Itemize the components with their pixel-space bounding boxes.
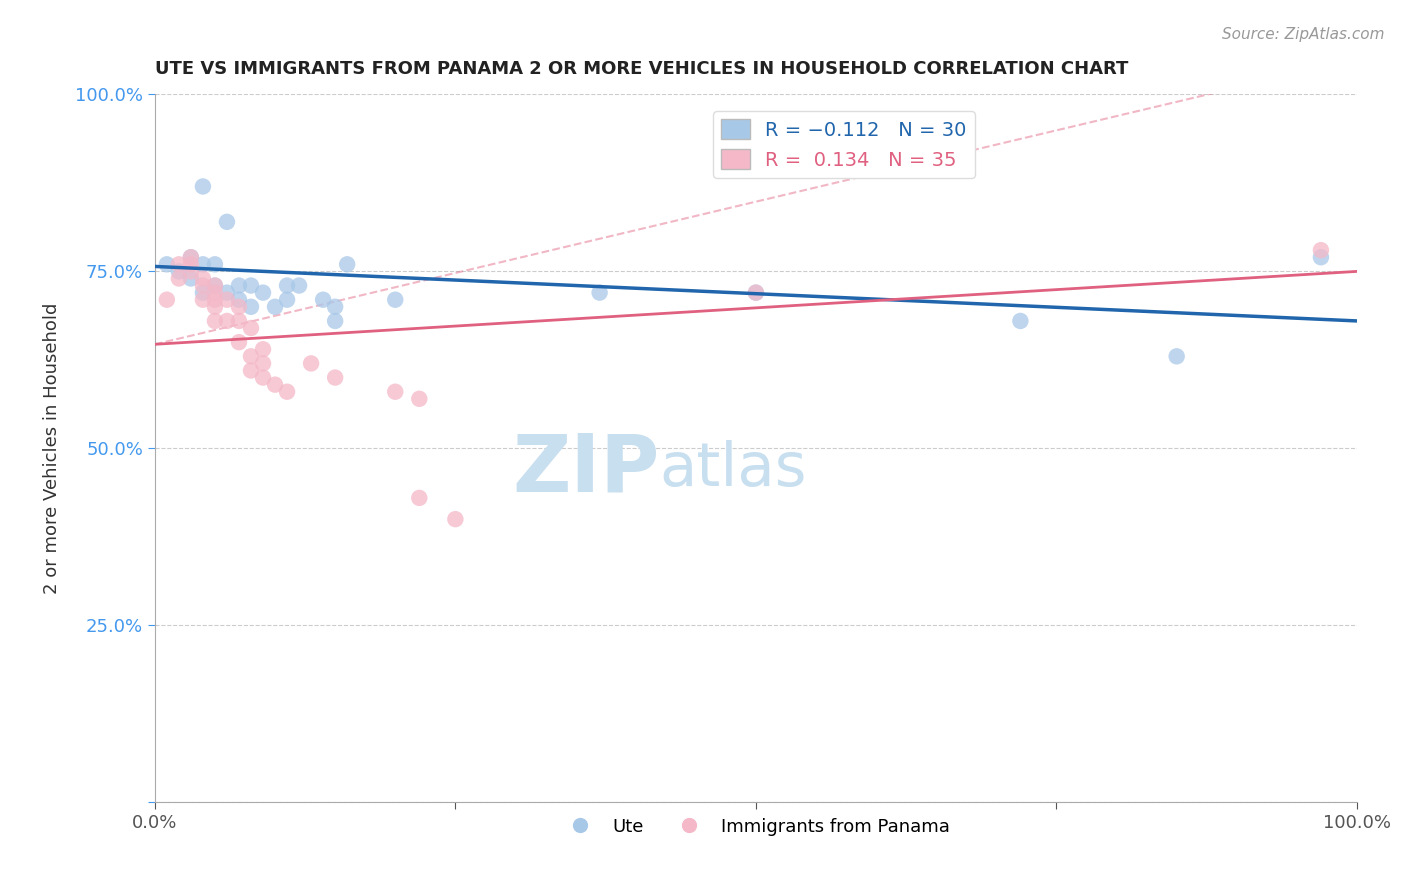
- Legend: Ute, Immigrants from Panama: Ute, Immigrants from Panama: [554, 810, 957, 843]
- Point: [180, 257, 202, 271]
- Point: [323, 300, 346, 314]
- Point: [180, 264, 202, 278]
- Point: [167, 264, 190, 278]
- Point: [252, 343, 274, 357]
- Point: [240, 300, 263, 314]
- Point: [180, 271, 202, 285]
- Point: [252, 356, 274, 370]
- Point: [1309, 250, 1331, 264]
- Point: [408, 392, 430, 406]
- Point: [312, 293, 335, 307]
- Point: [745, 285, 768, 300]
- Point: [167, 257, 190, 271]
- Point: [204, 278, 226, 293]
- Point: [156, 257, 179, 271]
- Point: [336, 257, 359, 271]
- Point: [276, 293, 298, 307]
- Point: [1166, 349, 1188, 363]
- Point: [180, 250, 202, 264]
- Text: Source: ZipAtlas.com: Source: ZipAtlas.com: [1222, 27, 1385, 42]
- Point: [156, 293, 179, 307]
- Point: [240, 363, 263, 377]
- Point: [588, 285, 610, 300]
- Point: [252, 370, 274, 384]
- Point: [276, 278, 298, 293]
- Text: atlas: atlas: [659, 440, 807, 500]
- Point: [299, 356, 322, 370]
- Point: [180, 250, 202, 264]
- Point: [204, 293, 226, 307]
- Point: [228, 335, 250, 350]
- Point: [191, 179, 214, 194]
- Point: [240, 278, 263, 293]
- Point: [323, 314, 346, 328]
- Point: [215, 314, 238, 328]
- Point: [240, 349, 263, 363]
- Point: [167, 271, 190, 285]
- Point: [276, 384, 298, 399]
- Point: [1309, 243, 1331, 257]
- Point: [215, 293, 238, 307]
- Point: [204, 257, 226, 271]
- Point: [204, 278, 226, 293]
- Point: [384, 293, 406, 307]
- Point: [215, 285, 238, 300]
- Point: [204, 314, 226, 328]
- Point: [1010, 314, 1032, 328]
- Point: [228, 314, 250, 328]
- Point: [228, 300, 250, 314]
- Point: [191, 257, 214, 271]
- Point: [444, 512, 467, 526]
- Text: ZIP: ZIP: [512, 431, 659, 508]
- Point: [228, 293, 250, 307]
- Point: [408, 491, 430, 505]
- Point: [191, 293, 214, 307]
- Point: [191, 285, 214, 300]
- Point: [204, 300, 226, 314]
- Y-axis label: 2 or more Vehicles in Household: 2 or more Vehicles in Household: [44, 302, 60, 594]
- Point: [191, 271, 214, 285]
- Point: [204, 285, 226, 300]
- Point: [264, 377, 287, 392]
- Point: [264, 300, 287, 314]
- Point: [384, 384, 406, 399]
- Point: [191, 278, 214, 293]
- Point: [323, 370, 346, 384]
- Point: [252, 285, 274, 300]
- Point: [745, 285, 768, 300]
- Point: [288, 278, 311, 293]
- Point: [215, 215, 238, 229]
- Text: UTE VS IMMIGRANTS FROM PANAMA 2 OR MORE VEHICLES IN HOUSEHOLD CORRELATION CHART: UTE VS IMMIGRANTS FROM PANAMA 2 OR MORE …: [155, 60, 1128, 78]
- Point: [240, 321, 263, 335]
- Point: [228, 278, 250, 293]
